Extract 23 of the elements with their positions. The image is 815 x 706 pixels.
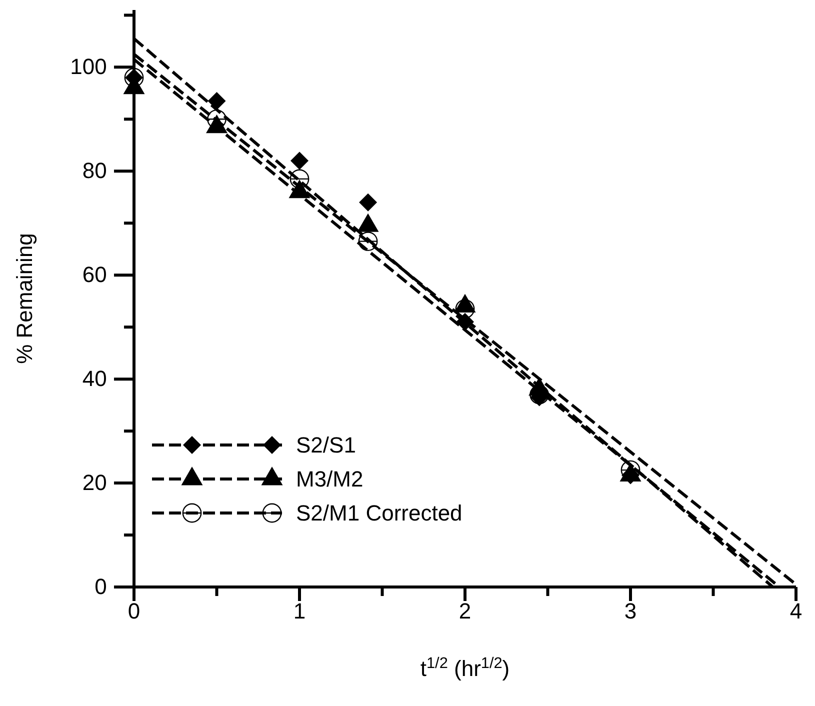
legend-label: M3/M2 [296,466,364,492]
x-tick-label: 3 [624,598,637,624]
y-tick-label: 0 [94,574,107,600]
y-tick-label: 60 [82,262,107,288]
y-tick-label: 80 [82,158,107,184]
legend-label: S2/M1 Corrected [296,500,462,526]
x-tick-label: 0 [128,598,140,624]
point [359,193,378,212]
y-tick-label: 20 [82,470,107,496]
x-axis-title: t$^{1/2}$ (hr$^{1/2}$) [420,654,510,681]
y-axis-title: % Remaining [12,233,37,364]
x-tick-label: 2 [458,598,472,624]
point [358,232,378,251]
point [455,299,475,319]
point [290,152,308,170]
x-tick-label: 4 [790,598,802,624]
y-tick-label: 40 [82,366,107,392]
point [208,92,226,110]
legend-label: S2/S1 [296,432,356,458]
point [290,169,310,189]
point [530,384,550,404]
y-tick-label: 100 [70,54,107,80]
x-tick-label: 1 [293,598,306,624]
